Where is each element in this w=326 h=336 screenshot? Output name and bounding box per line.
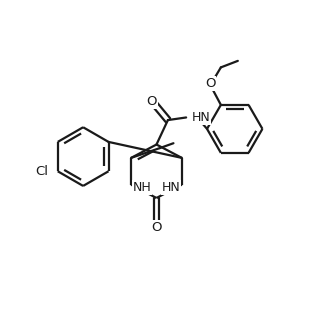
Text: HN: HN — [161, 181, 180, 194]
Text: O: O — [146, 95, 157, 108]
Text: NH: NH — [133, 181, 152, 194]
Text: Cl: Cl — [35, 165, 48, 178]
Text: HN: HN — [191, 111, 210, 124]
Text: O: O — [205, 77, 215, 90]
Text: O: O — [151, 221, 162, 234]
